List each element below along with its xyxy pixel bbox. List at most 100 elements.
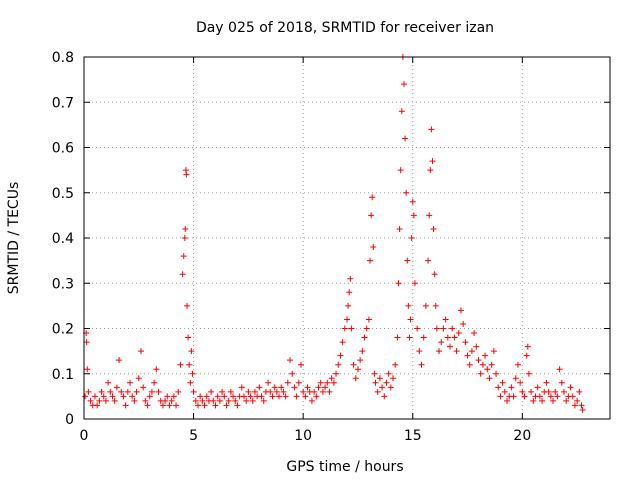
data-point — [183, 171, 190, 178]
data-point — [352, 375, 359, 382]
data-point — [543, 379, 550, 386]
data-point — [545, 388, 552, 395]
data-point — [245, 388, 252, 395]
data-point — [177, 361, 184, 368]
data-point — [140, 384, 147, 391]
data-point — [201, 402, 208, 409]
data-point — [455, 330, 462, 337]
data-point — [227, 388, 234, 395]
data-point — [234, 402, 241, 409]
data-point — [403, 189, 410, 196]
data-point — [429, 158, 436, 165]
data-point — [146, 393, 153, 400]
data-point — [508, 384, 515, 391]
y-tick-label: 0.8 — [52, 50, 74, 66]
data-point — [118, 388, 125, 395]
data-point — [98, 388, 105, 395]
x-tick-label: 20 — [513, 428, 531, 444]
data-point — [519, 388, 526, 395]
data-point — [144, 402, 151, 409]
data-point — [230, 393, 237, 400]
data-point — [302, 393, 309, 400]
data-point — [457, 307, 464, 314]
data-point — [127, 379, 134, 386]
data-point — [344, 316, 350, 323]
data-point — [260, 397, 267, 404]
data-point — [339, 339, 346, 346]
data-point — [151, 379, 158, 386]
data-point — [350, 361, 357, 368]
data-point — [278, 384, 285, 391]
data-point — [271, 384, 278, 391]
data-point — [466, 361, 473, 368]
data-point — [499, 379, 506, 386]
data-point — [525, 370, 532, 377]
data-point — [407, 316, 414, 323]
data-point — [249, 397, 256, 404]
data-point — [556, 366, 563, 373]
data-point — [563, 397, 570, 404]
data-point — [560, 388, 567, 395]
data-point — [479, 361, 486, 368]
data-point — [120, 393, 127, 400]
data-point — [431, 271, 438, 278]
data-point — [293, 393, 300, 400]
data-point — [363, 325, 370, 332]
data-point — [428, 126, 435, 133]
data-point — [420, 334, 427, 341]
data-point — [326, 388, 333, 395]
data-point — [111, 397, 118, 404]
data-point — [214, 393, 221, 400]
data-point — [449, 325, 456, 332]
data-point — [390, 375, 397, 382]
data-point — [402, 135, 409, 142]
data-point — [550, 397, 557, 404]
data-point — [225, 397, 232, 404]
data-point — [521, 393, 528, 400]
data-point — [82, 393, 89, 400]
data-point — [185, 334, 192, 341]
data-point — [436, 348, 443, 355]
data-point — [148, 388, 155, 395]
data-point — [221, 393, 228, 400]
data-point — [166, 402, 173, 409]
data-point — [371, 370, 378, 377]
data-point — [411, 280, 418, 287]
data-point — [361, 334, 368, 341]
data-point — [554, 393, 561, 400]
data-point — [574, 397, 581, 404]
data-point — [319, 388, 326, 395]
data-point — [430, 225, 437, 232]
data-point — [427, 167, 434, 174]
data-point — [447, 343, 454, 350]
data-point — [265, 379, 272, 386]
data-point — [462, 339, 469, 346]
data-point — [367, 257, 374, 264]
data-point — [170, 393, 177, 400]
data-point — [354, 366, 361, 373]
data-point — [536, 393, 543, 400]
data-point — [471, 330, 478, 337]
data-point — [464, 352, 471, 359]
data-point — [289, 370, 296, 377]
data-point — [475, 357, 482, 364]
y-tick-label: 0.1 — [52, 367, 74, 383]
data-point — [247, 393, 254, 400]
data-point — [376, 375, 383, 382]
data-point — [94, 402, 101, 409]
x-tick-label: 15 — [404, 428, 422, 444]
data-point — [410, 212, 417, 219]
data-point — [495, 384, 502, 391]
data-point — [409, 198, 416, 205]
data-point — [460, 320, 467, 327]
data-point — [190, 388, 197, 395]
data-point — [164, 393, 171, 400]
data-point — [287, 357, 294, 364]
data-point — [578, 402, 585, 409]
data-point — [501, 388, 508, 395]
data-point — [493, 370, 500, 377]
data-point — [330, 379, 337, 386]
data-point — [180, 253, 187, 260]
data-point — [473, 343, 480, 350]
data-point — [387, 384, 394, 391]
